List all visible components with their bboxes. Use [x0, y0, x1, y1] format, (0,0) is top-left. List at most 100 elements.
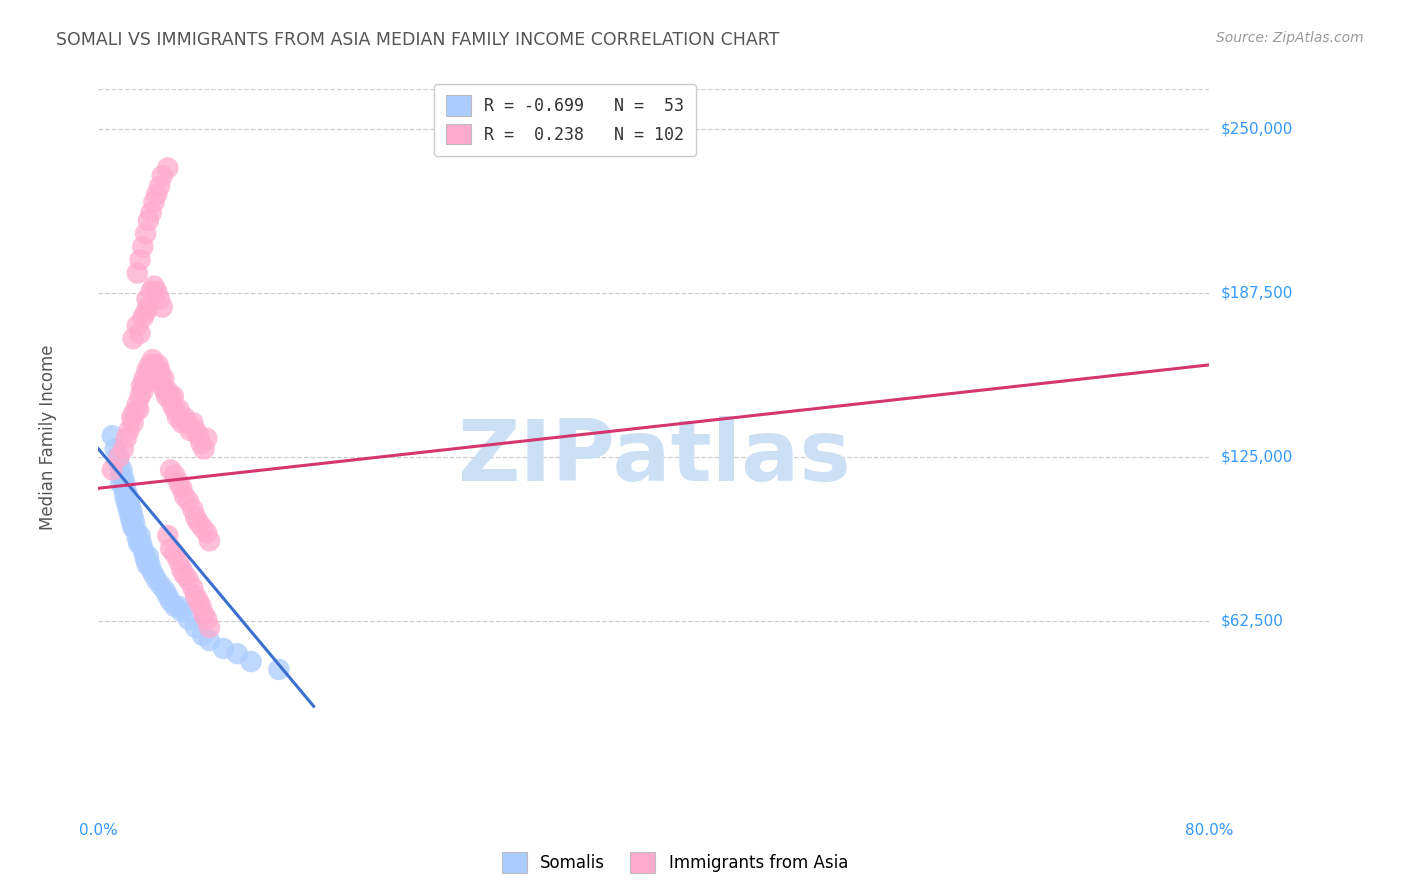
Point: [127, 318, 149, 333]
Point: [138, 300, 160, 314]
Point: [104, 442, 127, 456]
Point: [184, 589, 207, 603]
Point: [181, 581, 204, 595]
Point: [149, 578, 172, 592]
Point: [118, 424, 141, 438]
Point: [141, 363, 163, 377]
Point: [136, 363, 159, 377]
Text: $125,000: $125,000: [1220, 450, 1292, 464]
Point: [198, 533, 221, 548]
Point: [240, 655, 263, 669]
Point: [149, 371, 172, 385]
Point: [121, 516, 143, 530]
Point: [138, 213, 160, 227]
Point: [191, 628, 214, 642]
Point: [173, 489, 195, 503]
Point: [198, 620, 221, 634]
Point: [156, 161, 179, 175]
Point: [198, 633, 221, 648]
Point: [128, 536, 150, 550]
Point: [128, 402, 150, 417]
Point: [108, 450, 131, 464]
Point: [145, 573, 167, 587]
Point: [148, 363, 170, 377]
Point: [136, 292, 159, 306]
Point: [163, 468, 186, 483]
Point: [163, 402, 186, 417]
Point: [145, 187, 167, 202]
Point: [150, 379, 173, 393]
Point: [132, 384, 155, 398]
Point: [150, 300, 173, 314]
Text: $187,500: $187,500: [1220, 285, 1292, 301]
Point: [159, 389, 181, 403]
Point: [134, 547, 156, 561]
Point: [107, 450, 129, 464]
Point: [190, 436, 212, 450]
Point: [146, 358, 169, 372]
Text: $62,500: $62,500: [1220, 614, 1284, 628]
Point: [134, 371, 156, 385]
Point: [145, 285, 167, 299]
Point: [148, 179, 170, 194]
Point: [184, 510, 207, 524]
Point: [173, 410, 195, 425]
Point: [143, 358, 166, 372]
Point: [159, 463, 181, 477]
Point: [153, 384, 176, 398]
Point: [121, 505, 143, 519]
Point: [114, 489, 136, 503]
Legend: R = -0.699   N =  53, R =  0.238   N = 102: R = -0.699 N = 53, R = 0.238 N = 102: [434, 84, 696, 156]
Point: [132, 541, 155, 556]
Point: [141, 563, 163, 577]
Point: [156, 589, 179, 603]
Point: [135, 552, 157, 566]
Point: [101, 429, 124, 443]
Point: [156, 528, 179, 542]
Point: [122, 521, 145, 535]
Point: [195, 431, 218, 445]
Text: 80.0%: 80.0%: [1185, 823, 1233, 838]
Point: [138, 368, 160, 383]
Point: [181, 416, 204, 430]
Point: [131, 536, 153, 550]
Point: [181, 502, 204, 516]
Point: [127, 266, 149, 280]
Text: ZIPatlas: ZIPatlas: [457, 417, 851, 500]
Point: [141, 285, 163, 299]
Point: [152, 371, 174, 385]
Point: [167, 555, 190, 569]
Point: [148, 292, 170, 306]
Point: [155, 389, 177, 403]
Point: [111, 463, 134, 477]
Legend: Somalis, Immigrants from Asia: Somalis, Immigrants from Asia: [495, 846, 855, 880]
Point: [141, 205, 163, 219]
Point: [112, 442, 135, 456]
Point: [170, 605, 193, 619]
Point: [160, 397, 183, 411]
Point: [153, 583, 176, 598]
Point: [122, 332, 145, 346]
Text: Source: ZipAtlas.com: Source: ZipAtlas.com: [1216, 31, 1364, 45]
Point: [127, 397, 149, 411]
Point: [187, 594, 209, 608]
Point: [129, 528, 152, 542]
Point: [212, 641, 235, 656]
Point: [124, 516, 146, 530]
Point: [120, 510, 142, 524]
Point: [173, 568, 195, 582]
Point: [114, 476, 136, 491]
Point: [226, 647, 249, 661]
Point: [195, 613, 218, 627]
Point: [143, 371, 166, 385]
Point: [159, 594, 181, 608]
Point: [115, 483, 138, 498]
Point: [120, 500, 142, 514]
Point: [167, 402, 190, 417]
Point: [118, 505, 141, 519]
Point: [143, 279, 166, 293]
Point: [166, 410, 188, 425]
Point: [122, 416, 145, 430]
Point: [159, 541, 181, 556]
Point: [138, 549, 160, 564]
